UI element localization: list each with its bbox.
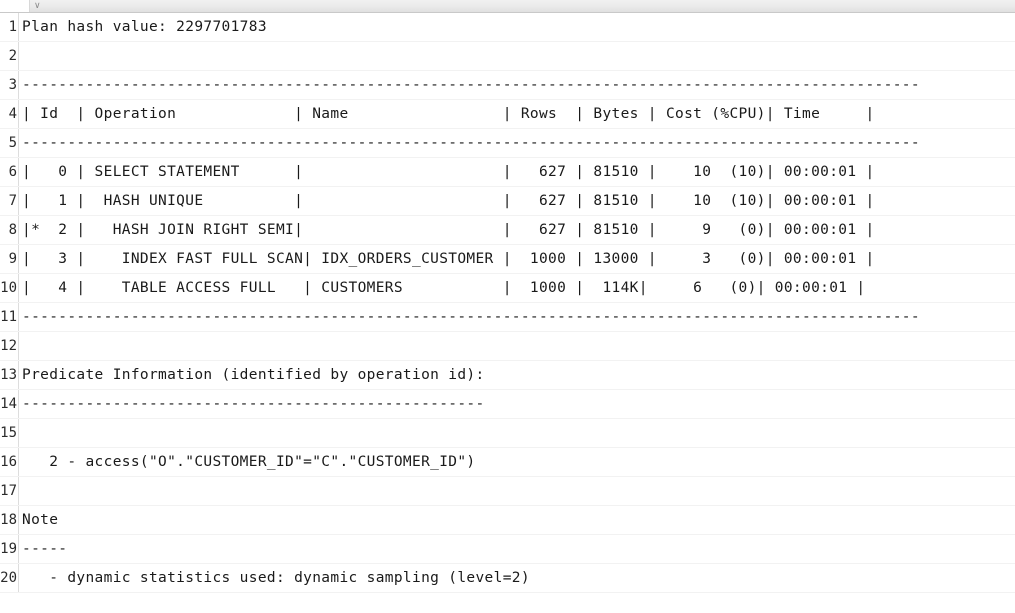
line-number: 4 [0, 100, 19, 128]
line-content: 2 - access("O"."CUSTOMER_ID"="C"."CUSTOM… [22, 454, 476, 470]
code-line[interactable]: 16 2 - access("O"."CUSTOMER_ID"="C"."CUS… [0, 448, 1015, 477]
gutter-top-cap [0, 0, 30, 12]
line-content: ----- [22, 541, 68, 557]
line-content: ----------------------------------------… [22, 77, 920, 93]
line-content: ----------------------------------------… [22, 309, 920, 325]
code-line[interactable]: 1 Plan hash value: 2297701783 [0, 13, 1015, 42]
line-number: 5 [0, 129, 19, 157]
line-number: 8 [0, 216, 19, 244]
line-number: 14 [0, 390, 19, 418]
line-number: 17 [0, 477, 19, 505]
code-line[interactable]: 10 | 4 | TABLE ACCESS FULL | CUSTOMERS | … [0, 274, 1015, 303]
code-line[interactable]: 12 [0, 332, 1015, 361]
line-number: 12 [0, 332, 19, 360]
code-line[interactable]: 11 --------------------------------------… [0, 303, 1015, 332]
code-line[interactable]: 13 Predicate Information (identified by o… [0, 361, 1015, 390]
line-content: Predicate Information (identified by ope… [22, 367, 485, 383]
line-number: 3 [0, 71, 19, 99]
editor-top-strip: ∨ [0, 0, 1015, 13]
code-line[interactable]: 9 | 3 | INDEX FAST FULL SCAN| IDX_ORDERS_… [0, 245, 1015, 274]
code-line[interactable]: 14 --------------------------------------… [0, 390, 1015, 419]
code-line[interactable]: 8 |* 2 | HASH JOIN RIGHT SEMI| | 627 | 81… [0, 216, 1015, 245]
line-number: 18 [0, 506, 19, 534]
line-number: 7 [0, 187, 19, 215]
line-number: 20 [0, 564, 19, 592]
line-content: Plan hash value: 2297701783 [22, 19, 267, 35]
code-line[interactable]: 15 [0, 419, 1015, 448]
code-line[interactable]: 19 ----- [0, 535, 1015, 564]
line-content: Note [22, 512, 59, 528]
code-line[interactable]: 7 | 1 | HASH UNIQUE | | 627 | 81510 | 10 … [0, 187, 1015, 216]
line-content: | 3 | INDEX FAST FULL SCAN| IDX_ORDERS_C… [22, 251, 875, 267]
code-line[interactable]: 6 | 0 | SELECT STATEMENT | | 627 | 81510 … [0, 158, 1015, 187]
line-content: | 1 | HASH UNIQUE | | 627 | 81510 | 10 (… [22, 193, 875, 209]
line-number: 10 [0, 274, 19, 302]
code-line[interactable]: 5 ---------------------------------------… [0, 129, 1015, 158]
line-content: - dynamic statistics used: dynamic sampl… [22, 570, 530, 586]
line-content: ----------------------------------------… [22, 135, 920, 151]
code-line[interactable]: 3 ---------------------------------------… [0, 71, 1015, 100]
code-line[interactable]: 2 [0, 42, 1015, 71]
chevron-down-icon[interactable]: ∨ [34, 1, 41, 11]
line-number: 9 [0, 245, 19, 273]
code-line[interactable]: 20 - dynamic statistics used: dynamic sa… [0, 564, 1015, 593]
line-content: | 4 | TABLE ACCESS FULL | CUSTOMERS | 10… [22, 280, 866, 296]
line-number: 6 [0, 158, 19, 186]
line-number: 15 [0, 419, 19, 447]
line-content: |* 2 | HASH JOIN RIGHT SEMI| | 627 | 815… [22, 222, 875, 238]
code-line[interactable]: 17 [0, 477, 1015, 506]
line-content: | 0 | SELECT STATEMENT | | 627 | 81510 |… [22, 164, 875, 180]
code-line[interactable]: 18 Note [0, 506, 1015, 535]
code-line[interactable]: 4 | Id | Operation | Name | Rows | Bytes … [0, 100, 1015, 129]
line-number: 16 [0, 448, 19, 476]
execution-plan-text-pane[interactable]: 1 Plan hash value: 2297701783 2 3 ----------… [0, 13, 1015, 613]
line-number: 2 [0, 42, 19, 70]
line-content: ----------------------------------------… [22, 396, 485, 412]
line-number: 11 [0, 303, 19, 331]
line-content: | Id | Operation | Name | Rows | Bytes |… [22, 106, 875, 122]
line-number: 19 [0, 535, 19, 563]
line-number: 1 [0, 13, 19, 41]
line-number: 13 [0, 361, 19, 389]
